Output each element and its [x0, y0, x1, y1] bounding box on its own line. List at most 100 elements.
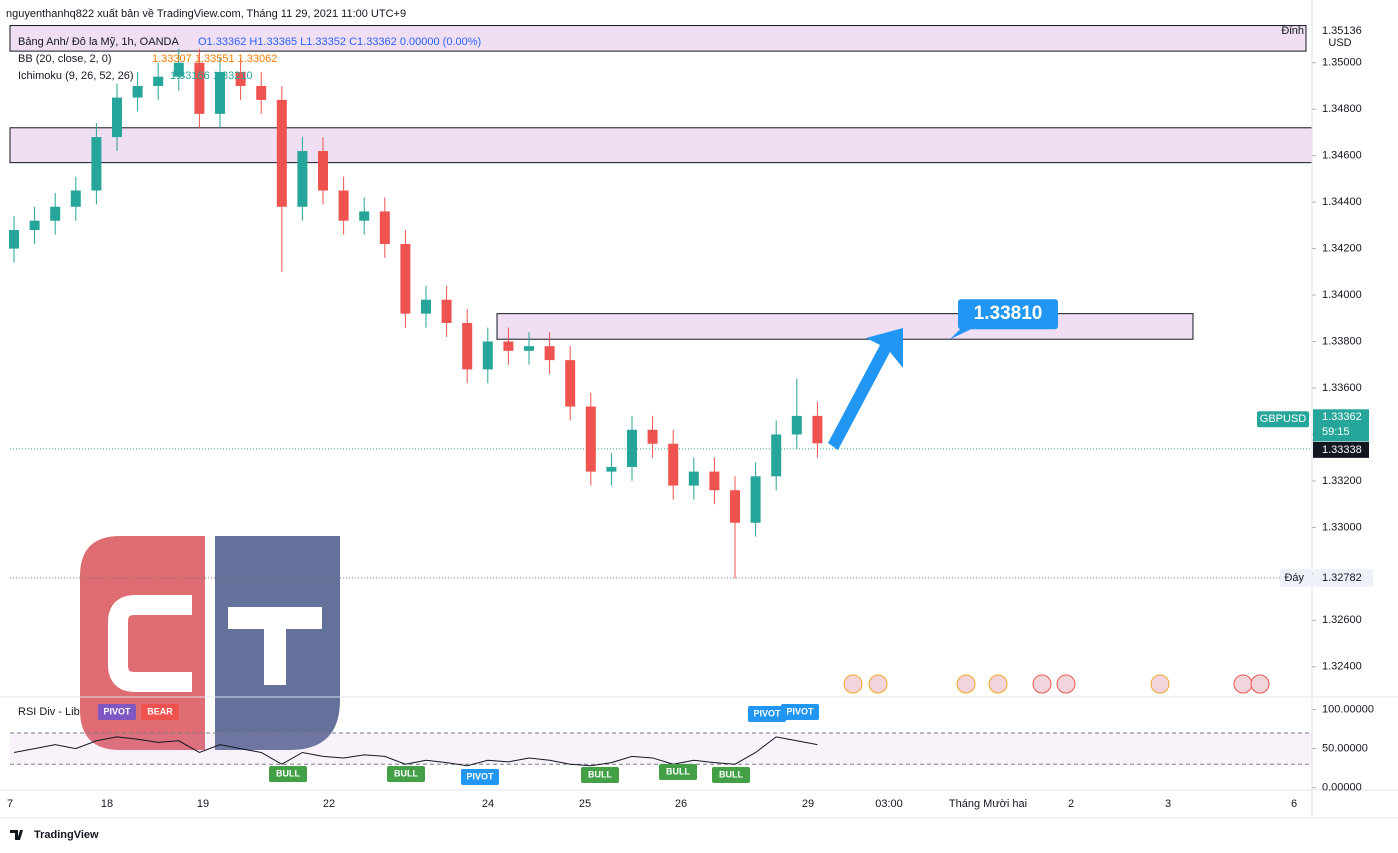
y-tick-label: 1.33200: [1322, 475, 1362, 487]
candle-body: [421, 299, 431, 314]
candle-body: [359, 211, 370, 221]
candle-body: [318, 151, 328, 191]
low-marker-label: 1.32782: [1322, 572, 1362, 584]
candle-body: [771, 434, 782, 477]
y-tick-label: 1.34000: [1322, 289, 1362, 301]
candle-body: [503, 341, 514, 351]
candle-body: [791, 415, 802, 435]
candle-body: [112, 97, 122, 138]
target-pointer: [950, 327, 975, 340]
candle-body: [606, 466, 617, 472]
signal-label: BULL: [276, 768, 300, 778]
legend-text: BB (20, close, 2, 0): [18, 53, 112, 65]
candle-body: [235, 72, 246, 86]
zone: [496, 313, 1194, 340]
x-tick-label: 26: [675, 798, 687, 810]
signal-tag: [98, 704, 136, 720]
rsi-title: RSI Div - Lib: [18, 706, 80, 718]
candle-body: [647, 429, 658, 444]
x-tick-label: 18: [101, 798, 113, 810]
signal-label: BULL: [394, 768, 418, 778]
x-tick-label: 24: [482, 798, 494, 810]
signal-tag: [581, 767, 619, 783]
x-tick-label: 7: [7, 798, 13, 810]
signal-label: PIVOT: [786, 706, 814, 716]
countdown: 59:15: [1322, 426, 1350, 438]
target-label: 1.33810: [974, 303, 1043, 324]
legend-text: O1.33362 H1.33365 L1.33352 C1.33362 0.00…: [198, 36, 481, 48]
target-box: [958, 299, 1058, 330]
y-tick-label: 1.32400: [1322, 661, 1362, 673]
y-tick-label: 1.33800: [1322, 335, 1362, 347]
currency: USD: [1328, 37, 1351, 49]
candle-body: [544, 346, 555, 361]
prev-close-box: [1313, 441, 1369, 458]
candle-body: [400, 243, 411, 314]
candle-body: [29, 220, 40, 231]
y-tick-label: 1.33000: [1322, 521, 1362, 533]
last-price-label: 1.33362: [1322, 411, 1362, 423]
y-tick-label: 1.32600: [1322, 614, 1362, 626]
legend-text: Ichimoku (9, 26, 52, 26): [18, 70, 134, 82]
signal-tag: [141, 704, 179, 720]
candle-body: [709, 471, 720, 491]
y-tick-label: 1.34400: [1322, 196, 1362, 208]
signal-label: BULL: [588, 769, 612, 779]
signal-tag: [659, 764, 697, 780]
candle-body: [9, 230, 19, 249]
candle-body: [585, 406, 596, 472]
candle-body: [379, 211, 390, 244]
y-tick-label: 1.34200: [1322, 243, 1362, 255]
candle-body: [276, 99, 287, 207]
low-marker-bg: [1280, 569, 1312, 588]
y-tick-label: 1.34800: [1322, 103, 1362, 115]
candle-body: [812, 415, 823, 444]
zone: [9, 127, 1313, 164]
signal-label: PIVOT: [103, 706, 131, 716]
x-tick-label: 25: [579, 798, 591, 810]
candle-body: [194, 62, 205, 114]
signal-tag: [269, 766, 307, 782]
candle-body: [462, 322, 473, 370]
x-tick-label: 19: [197, 798, 209, 810]
signal-label: BEAR: [147, 706, 173, 716]
signal-label: PIVOT: [466, 771, 494, 781]
candle-body: [173, 62, 184, 77]
legend-text: 1.33307 1.33551 1.33062: [152, 53, 277, 65]
x-tick-label: 03:00: [875, 798, 903, 810]
rsi-tick-label: 50.00000: [1322, 742, 1368, 754]
candle-body: [627, 429, 637, 467]
signal-tag: [461, 769, 499, 785]
signal-tag: [781, 704, 819, 720]
signal-tag: [748, 706, 786, 722]
rsi-band: [10, 732, 1312, 765]
prev-close-label: 1.33338: [1322, 444, 1362, 456]
candle-body: [132, 85, 143, 98]
candle-body: [688, 471, 699, 486]
rsi-tick-label: 0.00000: [1322, 782, 1362, 794]
y-tick-label: 1.34600: [1322, 150, 1362, 162]
signal-tag: [712, 767, 750, 783]
candle-body: [153, 76, 164, 86]
candle-body: [668, 443, 679, 486]
candle-body: [256, 85, 267, 100]
candle-body: [750, 476, 761, 523]
header: nguyenthanhq822 xuất bản về TradingView.…: [6, 8, 406, 20]
footer-logo: [10, 830, 23, 840]
candle-body: [338, 190, 349, 221]
rsi-line: [13, 736, 818, 767]
last-price-tag: [1257, 411, 1309, 428]
candle-body: [482, 341, 493, 370]
arrow: [828, 328, 903, 450]
signal-label: PIVOT: [753, 708, 781, 718]
x-tick-label: 3: [1165, 798, 1171, 810]
candle-body: [91, 137, 102, 191]
x-tick-label: 2: [1068, 798, 1074, 810]
flags: [843, 674, 1270, 694]
footer: TradingView: [34, 829, 99, 841]
signal-label: BULL: [719, 769, 743, 779]
x-tick-label: 22: [323, 798, 335, 810]
high-marker-name: Đỉnh: [1281, 25, 1304, 37]
candle-body: [215, 72, 225, 114]
